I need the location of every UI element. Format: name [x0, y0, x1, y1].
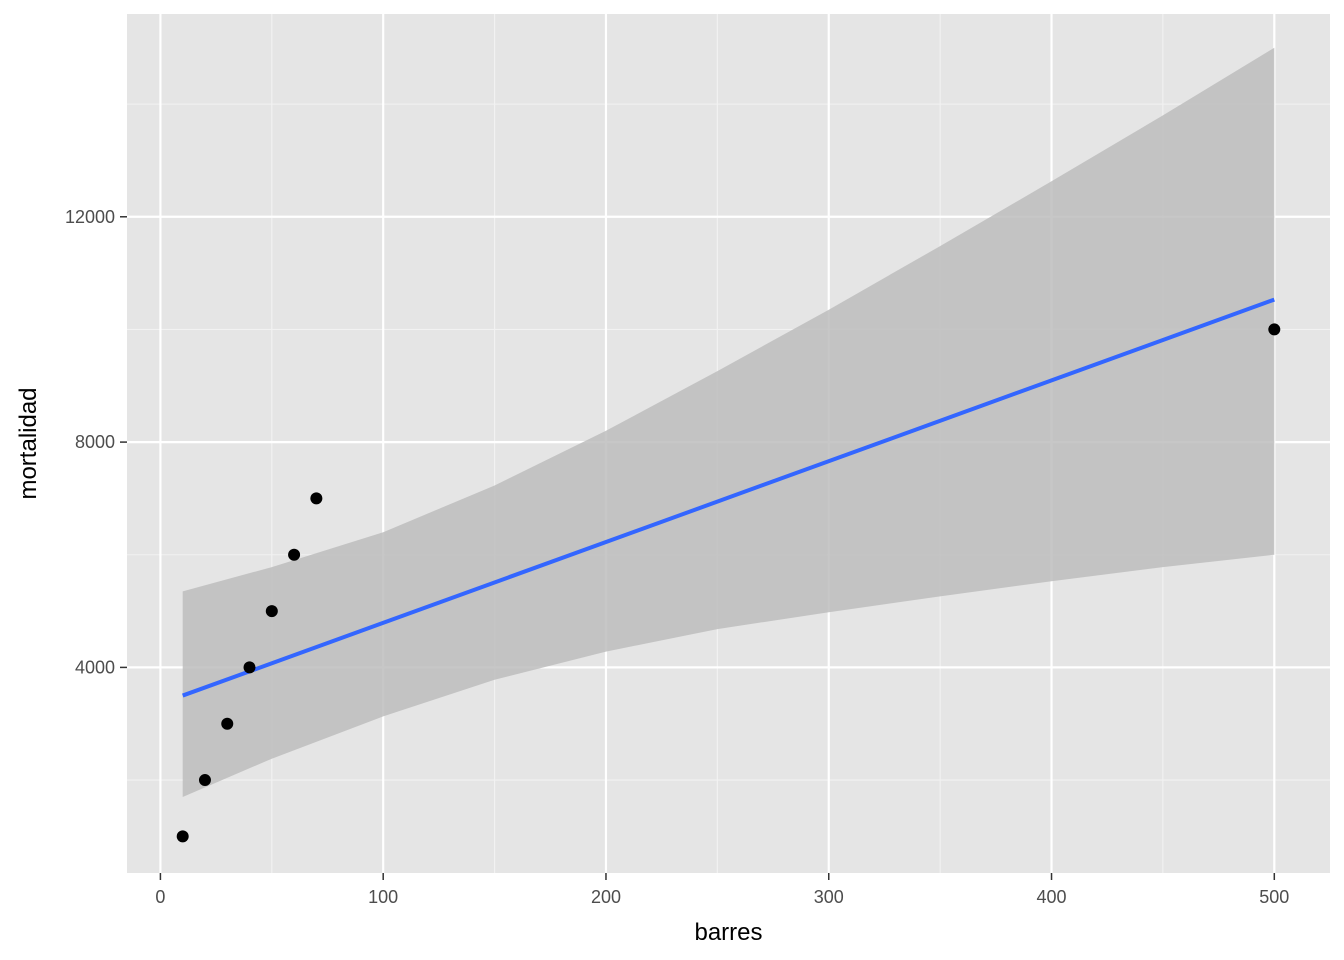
- y-tick-label: 8000: [75, 432, 115, 452]
- x-tick-label: 400: [1037, 887, 1067, 907]
- data-point: [1268, 323, 1281, 336]
- data-point: [198, 774, 211, 787]
- x-tick-label: 500: [1259, 887, 1289, 907]
- data-point: [176, 830, 189, 843]
- data-points: [176, 323, 1281, 843]
- data-point: [310, 492, 323, 505]
- confidence-band: [182, 47, 1275, 798]
- data-point: [265, 605, 278, 618]
- x-axis-title: barres: [694, 919, 762, 946]
- regression-line: [182, 297, 1275, 698]
- y-axis: 4000 8000 12000: [65, 207, 127, 677]
- x-tick-label: 300: [814, 887, 844, 907]
- data-point: [243, 661, 256, 674]
- y-tick-label: 4000: [75, 657, 115, 677]
- y-tick-label: 12000: [65, 207, 115, 227]
- x-tick-label: 100: [368, 887, 398, 907]
- x-axis: 0 100 200 300 400 500: [155, 873, 1289, 907]
- x-tick-label: 0: [155, 887, 165, 907]
- y-axis-title: mortalidad: [15, 387, 42, 499]
- data-point: [221, 717, 234, 730]
- x-tick-label: 200: [591, 887, 621, 907]
- data-point: [288, 548, 301, 561]
